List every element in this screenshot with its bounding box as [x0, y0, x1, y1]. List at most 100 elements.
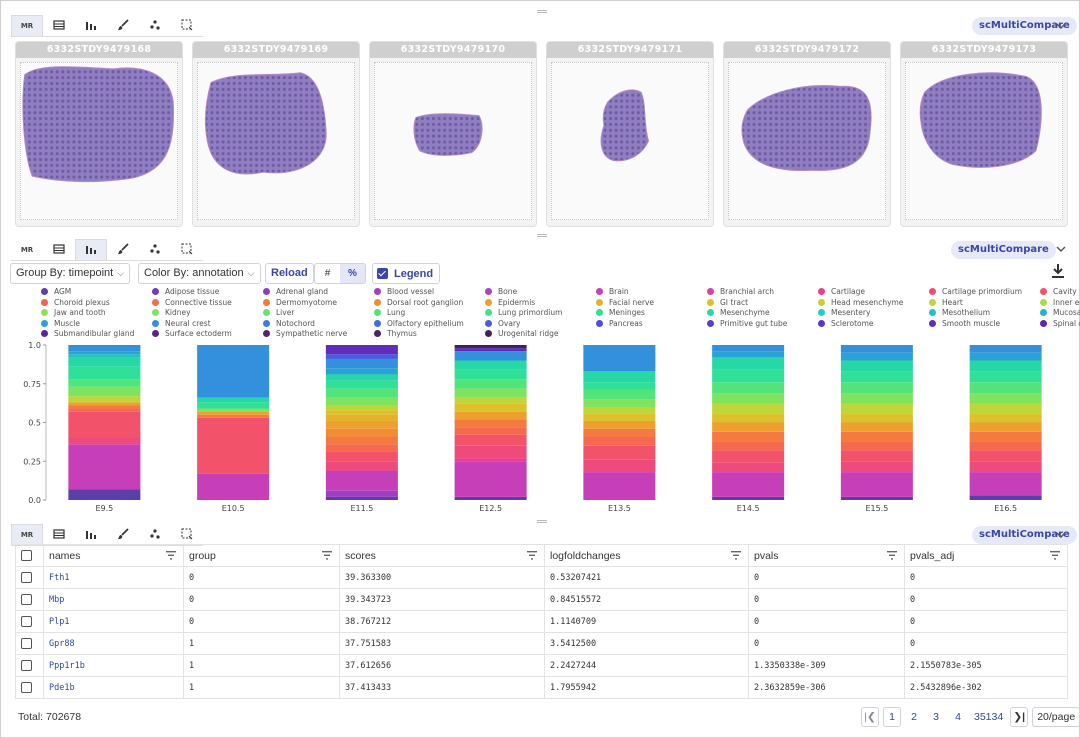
bar-segment[interactable]	[712, 462, 785, 473]
toolbar-slide-scanner-button[interactable]	[43, 239, 75, 260]
legend-item[interactable]: Mesothelium	[929, 308, 990, 317]
bar-segment[interactable]	[197, 411, 270, 415]
page-size-select[interactable]: 20/page	[1032, 707, 1080, 727]
legend-item[interactable]: Lung primordium	[485, 308, 562, 317]
group-by-select[interactable]: Group By: timepoint ⌵	[10, 263, 131, 284]
bar-segment[interactable]	[68, 444, 141, 490]
drag-handle[interactable]	[537, 10, 547, 13]
bar-segment[interactable]	[840, 413, 913, 423]
bar-segment[interactable]	[840, 403, 913, 414]
filter-icon[interactable]	[887, 551, 897, 560]
legend-item[interactable]: Adrenal gland	[263, 287, 328, 296]
column-header-group[interactable]: group	[183, 544, 340, 567]
legend-item[interactable]: Jaw and tooth	[41, 308, 106, 317]
toolbar-slide-scanner-button[interactable]	[43, 524, 75, 545]
bar-segment[interactable]	[583, 371, 656, 383]
bar-segment[interactable]	[712, 450, 785, 463]
bar-segment[interactable]	[969, 431, 1042, 442]
bar-segment[interactable]	[325, 420, 398, 429]
bar-segment[interactable]	[583, 428, 656, 437]
bar-segment[interactable]	[454, 461, 527, 497]
download-icon[interactable]	[1051, 263, 1065, 279]
bar-segment[interactable]	[712, 496, 785, 500]
legend-item[interactable]: Adipose tissue	[152, 287, 219, 296]
percent-toggle[interactable]: %	[340, 264, 365, 283]
bar-segment[interactable]	[325, 345, 398, 355]
count-toggle[interactable]: #	[324, 268, 331, 279]
bar-segment[interactable]	[712, 357, 785, 370]
cell-names[interactable]: Mbp	[43, 588, 184, 611]
bar-segment[interactable]	[840, 472, 913, 497]
bar-segment[interactable]	[712, 393, 785, 404]
slide-card[interactable]: 6332STDY9479172	[723, 41, 891, 227]
bar-segment[interactable]	[68, 396, 141, 403]
reload-button[interactable]: Reload	[265, 263, 314, 284]
row-checkbox[interactable]	[21, 616, 32, 627]
bar-segment[interactable]	[583, 472, 656, 500]
bar-segment[interactable]	[583, 413, 656, 421]
legend-item[interactable]: Pancreas	[596, 319, 643, 328]
bar-segment[interactable]	[197, 473, 270, 500]
bar-segment[interactable]	[325, 470, 398, 491]
bar-segment[interactable]	[325, 461, 398, 471]
bar-segment[interactable]	[969, 450, 1042, 462]
bar-segment[interactable]	[712, 345, 785, 352]
legend-item[interactable]: Thymus	[374, 329, 417, 338]
app-chip[interactable]: scMultiCompare	[972, 17, 1077, 35]
bar-segment[interactable]	[583, 445, 656, 460]
bar-segment[interactable]	[840, 422, 913, 432]
toolbar-bar-chart-button[interactable]	[75, 15, 107, 36]
toolbar-scatter-button[interactable]	[139, 524, 171, 545]
legend-item[interactable]: Urogenital ridge	[485, 329, 559, 338]
bar-segment[interactable]	[969, 413, 1042, 423]
bar-segment[interactable]	[583, 399, 656, 407]
filter-icon[interactable]	[527, 551, 537, 560]
last-page-icon[interactable]: ❯|	[1010, 707, 1029, 727]
bar-segment[interactable]	[454, 419, 527, 428]
bar-segment[interactable]	[969, 441, 1042, 451]
toolbar-brush-button[interactable]	[107, 239, 139, 260]
bar-segment[interactable]	[454, 397, 527, 404]
bar-segment[interactable]	[969, 495, 1042, 500]
app-chip[interactable]: scMultiCompare	[951, 241, 1056, 259]
bar-segment[interactable]	[969, 352, 1042, 361]
bar-segment[interactable]	[454, 458, 527, 462]
bar-segment[interactable]	[454, 496, 527, 500]
bar-segment[interactable]	[454, 403, 527, 412]
bar-segment[interactable]	[840, 371, 913, 383]
filter-icon[interactable]	[731, 551, 741, 560]
bar-segment[interactable]	[454, 427, 527, 435]
legend-item[interactable]: Brain	[596, 287, 629, 296]
bar-segment[interactable]	[325, 374, 398, 381]
bar-segment[interactable]	[68, 357, 141, 367]
toolbar-selection-button[interactable]	[171, 524, 203, 545]
bar-segment[interactable]	[325, 444, 398, 452]
bar-segment[interactable]	[68, 405, 141, 409]
legend-item[interactable]: Ovary	[485, 319, 520, 328]
bar-segment[interactable]	[840, 496, 913, 500]
cell-names[interactable]: Gpr88	[43, 632, 184, 655]
legend-item[interactable]: Liver	[263, 308, 294, 317]
bar-segment[interactable]	[454, 379, 527, 389]
bar-segment[interactable]	[325, 358, 398, 369]
table-row[interactable]: Ppp1r1b 1 37.612656 2.2427244 1.3350338e-309…	[15, 654, 1068, 677]
bar-segment[interactable]	[969, 371, 1042, 383]
bar-segment[interactable]	[325, 368, 398, 375]
bar-segment[interactable]	[454, 345, 527, 349]
bar-segment[interactable]	[712, 422, 785, 432]
legend-item[interactable]: Cartilage	[818, 287, 865, 296]
column-header-logfoldchanges[interactable]: logfoldchanges	[544, 544, 749, 567]
cell-names[interactable]: Ppp1r1b	[43, 654, 184, 677]
page-3[interactable]: 3	[933, 711, 939, 723]
bar-segment[interactable]	[583, 436, 656, 446]
legend-item[interactable]: Mesenchyme	[707, 308, 770, 317]
bar-segment[interactable]	[840, 441, 913, 451]
legend-checkbox[interactable]	[377, 268, 388, 279]
legend-item[interactable]: Inner ear	[1040, 298, 1080, 307]
legend-item[interactable]: Sympathetic nerve	[263, 329, 347, 338]
bar-segment[interactable]	[325, 436, 398, 445]
bar-segment[interactable]	[712, 441, 785, 451]
bar-segment[interactable]	[969, 360, 1042, 372]
legend-item[interactable]: Branchial arch	[707, 287, 774, 296]
bar-segment[interactable]	[325, 496, 398, 500]
